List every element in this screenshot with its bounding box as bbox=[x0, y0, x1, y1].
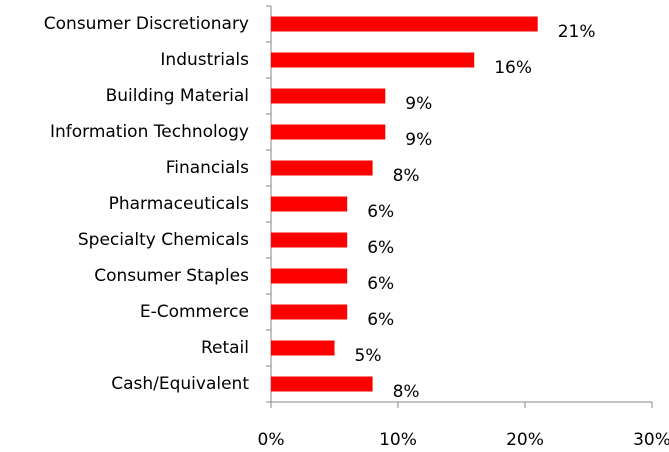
x-tick-label: 30% bbox=[633, 430, 669, 450]
bar bbox=[271, 196, 348, 212]
y-tick-label: Consumer Staples bbox=[94, 266, 249, 286]
y-tick-label: Retail bbox=[201, 338, 249, 358]
y-tick-label: Specialty Chemicals bbox=[78, 230, 249, 250]
value-label: 6% bbox=[367, 310, 394, 330]
bar bbox=[271, 268, 348, 284]
bar bbox=[271, 304, 348, 320]
bar bbox=[271, 88, 386, 104]
y-tick-label: Building Material bbox=[106, 86, 249, 106]
bar bbox=[271, 340, 335, 356]
value-label: 9% bbox=[405, 130, 432, 150]
y-tick-label: Cash/Equivalent bbox=[111, 374, 249, 394]
x-tick-label: 10% bbox=[379, 430, 417, 450]
x-tick-label: 20% bbox=[506, 430, 544, 450]
y-tick-label: Industrials bbox=[160, 50, 249, 70]
y-tick-label: Financials bbox=[166, 158, 249, 178]
value-label: 6% bbox=[367, 274, 394, 294]
value-label: 6% bbox=[367, 238, 394, 258]
value-label: 21% bbox=[558, 22, 596, 42]
value-label: 8% bbox=[393, 166, 420, 186]
bar bbox=[271, 376, 373, 392]
bar bbox=[271, 124, 386, 140]
bar bbox=[271, 232, 348, 248]
y-tick-label: E-Commerce bbox=[140, 302, 249, 322]
y-tick-label: Consumer Discretionary bbox=[44, 14, 249, 34]
y-tick-label: Information Technology bbox=[50, 122, 249, 142]
value-label: 8% bbox=[393, 382, 420, 402]
value-label: 16% bbox=[494, 58, 532, 78]
y-tick-label: Pharmaceuticals bbox=[109, 194, 250, 214]
bar bbox=[271, 16, 538, 32]
bar bbox=[271, 52, 475, 68]
value-label: 5% bbox=[355, 346, 382, 366]
value-label: 9% bbox=[405, 94, 432, 114]
bar bbox=[271, 160, 373, 176]
value-label: 6% bbox=[367, 202, 394, 222]
x-tick-label: 0% bbox=[258, 430, 285, 450]
